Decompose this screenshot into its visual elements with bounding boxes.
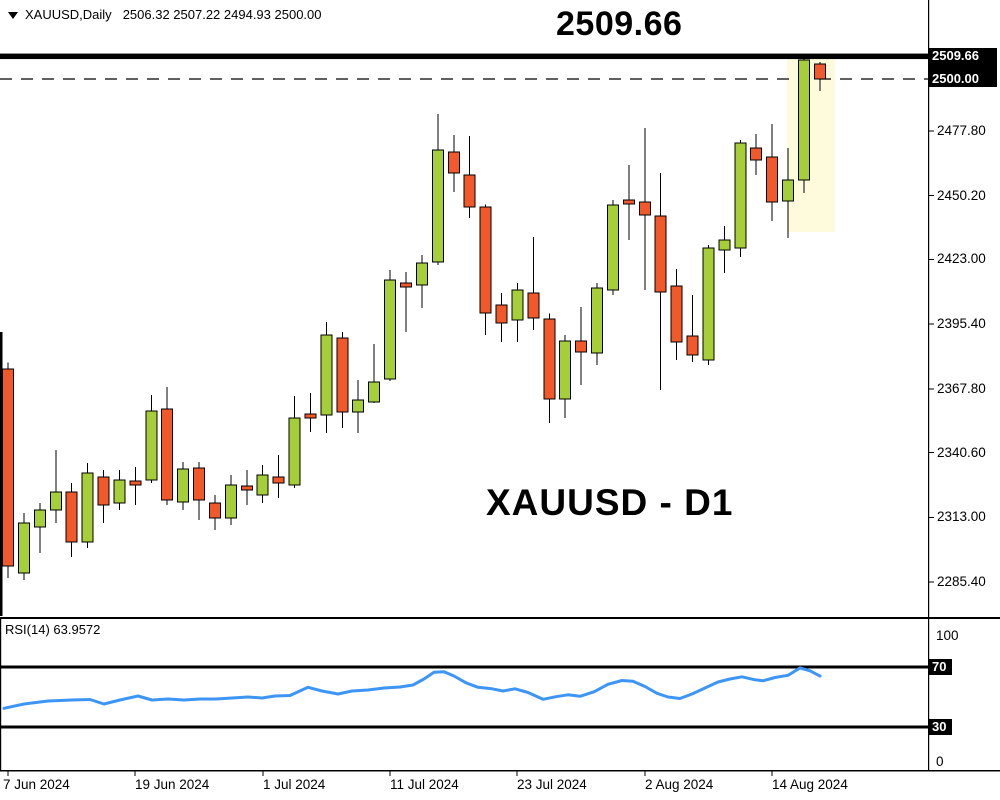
price-tick-label: 2285.40 bbox=[937, 573, 986, 589]
page-title-price: 2509.66 bbox=[556, 5, 683, 43]
candle-body bbox=[400, 282, 412, 288]
candle-body bbox=[145, 410, 158, 481]
date-tick-label: 11 Jul 2024 bbox=[390, 777, 459, 792]
candle-body bbox=[511, 289, 524, 321]
date-tick-label: 19 Jun 2024 bbox=[135, 777, 210, 792]
date-tick-label: 14 Aug 2024 bbox=[772, 777, 848, 792]
price-tick-label: 2313.00 bbox=[937, 509, 986, 525]
candle-body bbox=[782, 179, 795, 202]
chart-watermark: XAUUSD - D1 bbox=[486, 482, 734, 523]
date-tick-label: 2 Aug 2024 bbox=[645, 777, 714, 792]
candle-body bbox=[256, 474, 269, 496]
date-tick-label: 1 Jul 2024 bbox=[263, 777, 326, 792]
candle-body bbox=[2, 368, 14, 567]
price-tick-label: 2423.00 bbox=[937, 251, 986, 267]
candle-body bbox=[813, 63, 826, 80]
candle-body bbox=[240, 485, 253, 491]
highlight-region bbox=[787, 57, 835, 232]
rsi-level-70-badge: 70 bbox=[929, 659, 952, 675]
candle-body bbox=[447, 151, 460, 174]
rsi-70-line bbox=[0, 665, 928, 669]
candle-body bbox=[591, 287, 604, 354]
candle-body bbox=[543, 318, 556, 400]
candle-body bbox=[734, 142, 747, 249]
candle-body bbox=[320, 334, 333, 416]
resistance-price-badge: 2509.66 bbox=[929, 48, 997, 64]
rsi-level-30-badge: 30 bbox=[929, 719, 952, 735]
candle-body bbox=[161, 408, 174, 501]
partial-candle-left-edge bbox=[0, 332, 3, 616]
candle-body bbox=[702, 247, 715, 361]
rsi-left-border bbox=[0, 618, 2, 770]
candle-body bbox=[798, 59, 810, 181]
symbol-period-label: XAUUSD,Daily bbox=[25, 7, 112, 22]
candle-body bbox=[575, 340, 588, 353]
candle-body bbox=[352, 399, 365, 413]
candle-body bbox=[559, 340, 572, 400]
date-tick-label: 7 Jun 2024 bbox=[3, 777, 70, 792]
candle-body bbox=[415, 262, 428, 286]
date-tick-label: 23 Jul 2024 bbox=[517, 777, 587, 792]
candle-body bbox=[495, 304, 508, 324]
obscured-price-badge bbox=[929, 64, 997, 71]
candle-body bbox=[304, 413, 317, 419]
rsi-line bbox=[2, 666, 822, 710]
candle-body bbox=[686, 335, 699, 356]
candle-body bbox=[17, 522, 30, 574]
candle-body bbox=[606, 204, 619, 291]
candle-body bbox=[622, 199, 635, 205]
rsi-indicator-label: RSI(14) 63.9572 bbox=[5, 622, 101, 637]
resistance-line bbox=[0, 53, 929, 60]
candle-body bbox=[654, 215, 667, 293]
candle-body bbox=[766, 156, 779, 203]
price-tick-label: 2340.60 bbox=[937, 444, 986, 460]
candle-body bbox=[272, 476, 285, 484]
price-tick-label: 2367.80 bbox=[937, 380, 986, 396]
symbol-dropdown-icon[interactable] bbox=[8, 12, 18, 19]
candle-body bbox=[49, 491, 62, 511]
candle-body bbox=[224, 484, 237, 519]
rsi-scale-0: 0 bbox=[936, 754, 944, 769]
candle-body bbox=[193, 467, 206, 501]
candle-body bbox=[288, 417, 301, 486]
candle-body bbox=[670, 285, 683, 343]
current-price-badge: 2500.00 bbox=[929, 71, 997, 87]
candle-body bbox=[81, 472, 94, 543]
candle-body bbox=[431, 149, 444, 263]
candle-body bbox=[129, 480, 142, 486]
candle-body bbox=[177, 468, 190, 503]
right-axis-line bbox=[928, 0, 930, 771]
candle-body bbox=[33, 509, 46, 528]
price-tick-label: 2477.80 bbox=[937, 123, 986, 138]
candle-body bbox=[527, 292, 540, 319]
candle-body bbox=[718, 239, 731, 251]
candle-body bbox=[336, 337, 349, 413]
candle-body bbox=[750, 147, 763, 161]
candle-body bbox=[463, 174, 476, 208]
panel-separator bbox=[0, 617, 1000, 619]
candle-body bbox=[638, 201, 651, 216]
candle-body bbox=[65, 491, 78, 543]
ohlc-values: 2506.32 2507.22 2494.93 2500.00 bbox=[122, 7, 322, 22]
candle-body bbox=[368, 381, 381, 403]
candle-body bbox=[384, 279, 397, 380]
rsi-30-line bbox=[0, 725, 928, 729]
candle-body bbox=[479, 206, 492, 314]
price-tick-label: 2395.40 bbox=[937, 316, 986, 332]
price-tick-label: 2450.20 bbox=[937, 187, 986, 203]
candle-body bbox=[208, 502, 221, 519]
rsi-scale-100: 100 bbox=[936, 628, 959, 643]
chart-header: XAUUSD,Daily 2506.32 2507.22 2494.93 250… bbox=[8, 7, 322, 22]
rsi-bottom-border bbox=[0, 770, 1000, 772]
candle-body bbox=[97, 476, 110, 506]
candle-body bbox=[113, 479, 126, 504]
